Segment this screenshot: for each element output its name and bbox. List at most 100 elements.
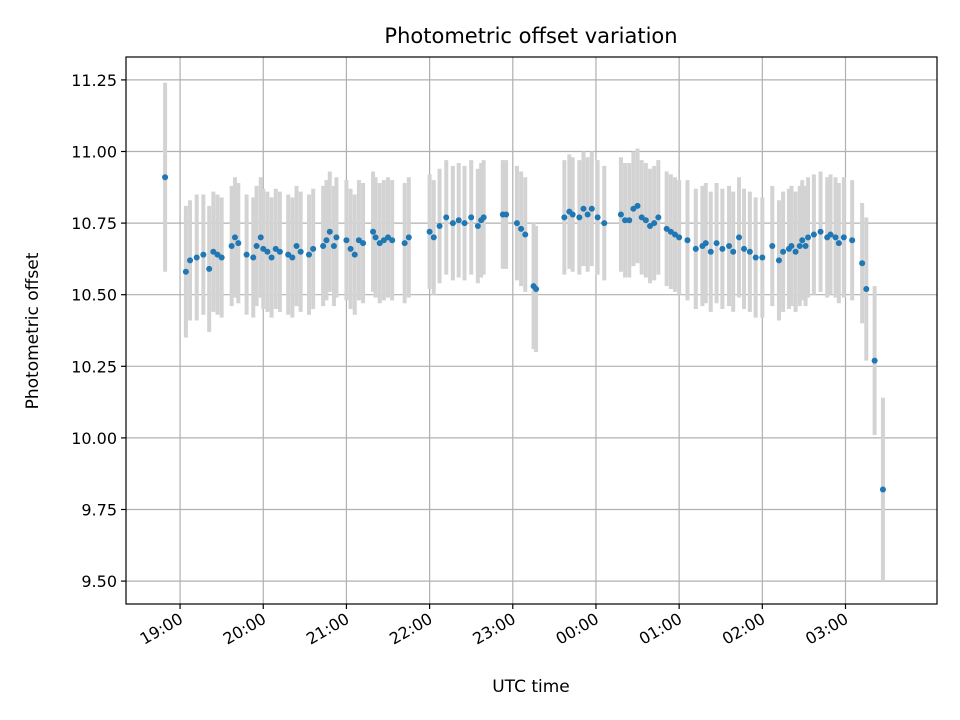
data-point — [622, 217, 629, 224]
data-point — [389, 237, 396, 244]
data-point — [835, 240, 842, 247]
data-point — [293, 243, 300, 250]
data-point — [780, 248, 787, 255]
grid — [126, 57, 937, 604]
data-point — [206, 265, 213, 272]
data-point — [401, 240, 408, 247]
data-point — [601, 220, 608, 227]
data-point — [692, 245, 699, 252]
data-point — [584, 211, 591, 218]
chart-title: Photometric offset variation — [384, 24, 677, 48]
data-point — [580, 205, 587, 212]
data-point — [684, 237, 691, 244]
y-tick-label: 9.50 — [81, 572, 117, 591]
data-point — [746, 248, 753, 255]
data-point — [250, 254, 257, 261]
data-point — [193, 254, 200, 261]
data-point — [182, 268, 189, 275]
data-point — [796, 243, 803, 250]
y-tick-label: 11.25 — [71, 71, 117, 90]
data-point — [351, 251, 358, 258]
data-point — [162, 174, 169, 181]
x-axis-label: UTC time — [492, 677, 570, 697]
data-point — [576, 214, 583, 221]
data-point — [276, 248, 283, 255]
error-bars — [163, 82, 885, 582]
data-point — [871, 357, 878, 364]
data-point — [513, 220, 520, 227]
data-point — [430, 234, 437, 241]
plot-frame — [125, 56, 938, 605]
y-axis-ticks: 9.50 9.75 10.00 10.25 10.50 10.75 11.00 11.25 — [71, 71, 126, 591]
y-tick-label: 10.75 — [71, 214, 117, 233]
data-point — [243, 251, 250, 258]
data-point — [455, 217, 462, 224]
y-tick-label: 10.50 — [71, 286, 117, 305]
data-point — [802, 243, 809, 250]
x-tick-label: 00:00 — [553, 609, 602, 649]
data-point — [707, 248, 714, 255]
y-tick-label: 10.25 — [71, 357, 117, 376]
data-point — [713, 240, 720, 247]
data-point — [218, 254, 225, 261]
data-point — [343, 237, 350, 244]
data-point — [518, 225, 525, 232]
data-point — [449, 220, 456, 227]
data-point — [426, 228, 433, 235]
data-point — [333, 234, 340, 241]
data-point — [372, 234, 379, 241]
data-point — [480, 214, 487, 221]
data-point — [810, 231, 817, 238]
data-point — [736, 234, 743, 241]
data-point — [788, 243, 795, 250]
data-point — [468, 214, 475, 221]
data-point — [594, 214, 601, 221]
x-tick-label: 02:00 — [719, 609, 768, 649]
x-tick-label: 03:00 — [802, 609, 851, 649]
data-point — [827, 231, 834, 238]
data-point — [741, 245, 748, 252]
x-tick-label: 19:00 — [137, 609, 186, 649]
y-tick-label: 11.00 — [71, 143, 117, 162]
data-point — [792, 248, 799, 255]
x-tick-label: 22:00 — [386, 609, 435, 649]
data-point — [503, 211, 510, 218]
data-point — [726, 243, 733, 250]
data-point — [360, 240, 367, 247]
data-point — [268, 254, 275, 261]
data-point — [474, 222, 481, 229]
data-point — [769, 243, 776, 250]
data-point — [588, 205, 595, 212]
data-point — [323, 237, 330, 244]
data-point — [297, 248, 304, 255]
data-point — [461, 220, 468, 227]
data-point — [436, 222, 443, 229]
data-point — [863, 285, 870, 292]
x-axis-ticks: 19:00 20:00 21:00 22:00 23:00 00:00 01:00 02:00… — [137, 604, 852, 649]
x-tick-label: 23:00 — [469, 609, 518, 649]
data-point — [775, 257, 782, 264]
data-point — [799, 237, 806, 244]
data-point — [264, 248, 271, 255]
data-point — [840, 234, 847, 241]
data-point — [257, 234, 264, 241]
data-point — [817, 228, 824, 235]
data-point — [719, 245, 726, 252]
data-point — [561, 214, 568, 221]
data-point — [347, 245, 354, 252]
data-point — [443, 214, 450, 221]
data-point — [832, 234, 839, 241]
data-point — [849, 237, 856, 244]
y-axis-label: Photometric offset — [23, 252, 43, 409]
data-point — [310, 245, 317, 252]
data-points — [162, 174, 886, 493]
data-point — [533, 285, 540, 292]
data-point — [235, 240, 242, 247]
data-point — [617, 211, 624, 218]
data-point — [805, 234, 812, 241]
y-tick-label: 9.75 — [81, 500, 117, 519]
data-point — [370, 228, 377, 235]
data-point — [289, 254, 296, 261]
data-point — [651, 220, 658, 227]
